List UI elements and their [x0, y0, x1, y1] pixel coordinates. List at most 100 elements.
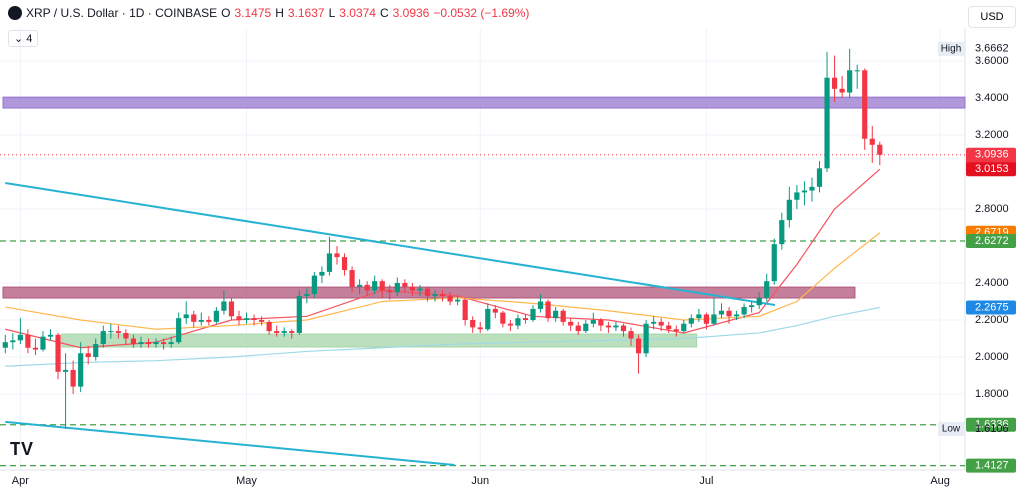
- candle-body: [206, 320, 212, 322]
- ohlc-key: H: [275, 6, 284, 20]
- price-tag: [966, 417, 1016, 432]
- candle-body: [191, 314, 197, 322]
- candle-body: [824, 77, 830, 169]
- ohlc-value: 3.0936: [392, 6, 430, 20]
- price-tag-label: 2.6272: [975, 235, 1009, 247]
- candle-body: [108, 331, 114, 333]
- candle-body: [764, 281, 770, 298]
- candle-body: [243, 318, 250, 321]
- price-tag: [966, 162, 1016, 177]
- candle-body: [236, 316, 242, 321]
- candle-body: [485, 308, 491, 330]
- candle-body: [696, 314, 702, 319]
- candle-body: [816, 168, 823, 187]
- candle-body: [138, 342, 144, 345]
- candle-body: [455, 299, 461, 302]
- y-tick-label: 2.4000: [975, 277, 1009, 289]
- candle-body: [658, 321, 664, 326]
- indicators-toggle[interactable]: ⌄ 4: [8, 30, 39, 47]
- candle-body: [296, 295, 302, 333]
- candle-body: [402, 283, 408, 287]
- candle-body: [281, 331, 287, 333]
- moving-average: [5, 168, 881, 349]
- candle-body: [168, 342, 174, 345]
- candle-body: [711, 314, 717, 324]
- candle-body: [213, 310, 219, 322]
- candle-body: [756, 297, 762, 306]
- candle-body: [681, 323, 687, 332]
- candle-body: [115, 331, 121, 333]
- price-tag-label: 1.6106: [975, 423, 1009, 435]
- candle-body: [266, 321, 272, 332]
- candle-body: [221, 301, 227, 311]
- candle-body: [25, 334, 31, 348]
- price-caption-box: [938, 41, 965, 56]
- candle-body: [839, 88, 845, 93]
- candle-body: [145, 342, 152, 345]
- candle-body: [869, 138, 875, 145]
- moving-average: [5, 232, 881, 330]
- candle-body: [379, 281, 385, 291]
- symbol-logo: [8, 6, 22, 20]
- candle-body: [153, 342, 159, 345]
- trend-line: [5, 181, 776, 307]
- candle-body: [55, 334, 61, 372]
- ohlc-key: O: [221, 6, 231, 20]
- candle-body: [32, 347, 39, 350]
- x-tick-label: May: [236, 475, 257, 487]
- price-tag: [966, 233, 1016, 248]
- candle-body: [364, 284, 370, 291]
- candle-body: [17, 334, 23, 341]
- candle-body: [515, 318, 521, 326]
- candle-body: [862, 70, 868, 139]
- candle-body: [357, 284, 363, 287]
- candle-body: [198, 320, 204, 322]
- indicator-count: 4: [26, 33, 33, 45]
- candle-body: [183, 314, 189, 319]
- ohlc-key: C: [379, 6, 389, 20]
- price-tag-label: 3.6662: [975, 43, 1009, 55]
- price-tag: [966, 225, 1016, 240]
- candle-body: [507, 323, 513, 326]
- price-tag-label: 2.6719: [975, 227, 1009, 239]
- candle-body: [779, 220, 785, 245]
- candle-body: [831, 77, 838, 89]
- candle-body: [432, 294, 438, 296]
- candle-body: [326, 253, 333, 272]
- zone: [2, 286, 856, 299]
- x-tick-label: Aug: [930, 475, 950, 487]
- y-tick-label: 2.2000: [975, 314, 1009, 326]
- x-tick-label: Jun: [471, 475, 489, 487]
- candle-body: [598, 320, 604, 326]
- candle-body: [470, 320, 476, 328]
- candle-body: [545, 301, 551, 319]
- price-tag: [966, 300, 1016, 315]
- ohlc-value: 3.1475: [234, 6, 272, 20]
- symbol[interactable]: XRP / U.S. Dollar · 1D · COINBASE: [26, 6, 218, 20]
- currency-button[interactable]: USD: [968, 6, 1016, 28]
- price-caption: Low: [942, 424, 961, 435]
- candle-body: [877, 144, 883, 155]
- candle-body: [522, 318, 529, 321]
- candle-body: [251, 318, 257, 321]
- candle-body: [10, 340, 16, 343]
- price-tag-label: 3.0153: [975, 163, 1009, 175]
- candle-body: [575, 325, 581, 332]
- candle-body: [590, 320, 596, 324]
- candle-body: [274, 331, 280, 333]
- zone: [2, 96, 966, 109]
- price-caption: High: [941, 43, 962, 54]
- y-tick-label: 2.8000: [975, 203, 1009, 215]
- price-tag-label: 1.6336: [975, 419, 1009, 431]
- candle-body: [635, 338, 642, 354]
- trend-line: [5, 420, 455, 467]
- candle-body: [40, 336, 46, 350]
- candle-body: [688, 318, 694, 324]
- candle-body: [160, 342, 167, 345]
- candle-body: [530, 308, 536, 321]
- countdown: 15:29:10: [972, 161, 1011, 172]
- candle-body: [847, 70, 853, 93]
- candle-body: [605, 325, 612, 328]
- candle-body: [311, 275, 317, 295]
